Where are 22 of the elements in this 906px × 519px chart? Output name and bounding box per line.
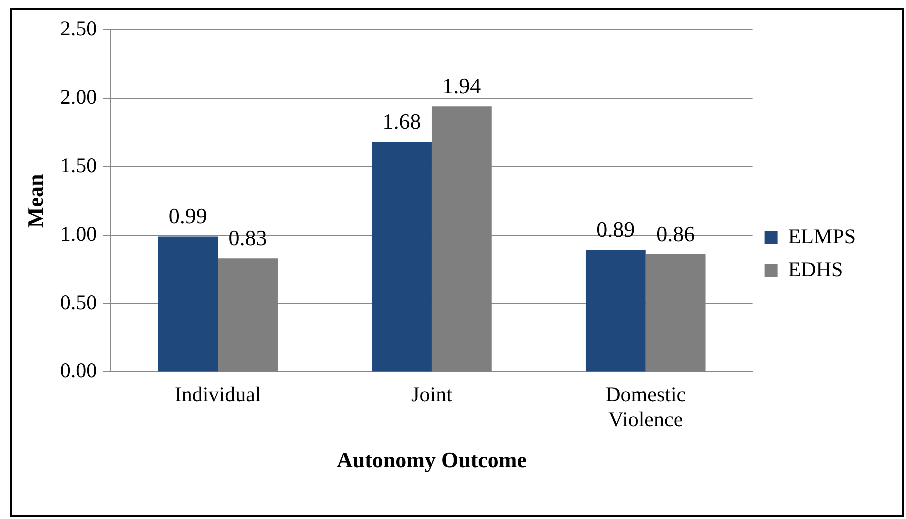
data-label: 0.99 [168,203,208,228]
x-tick-label: Joint [412,382,453,406]
data-label: 0.89 [596,217,636,242]
x-tick-label: Domestic Violence [606,382,686,432]
bar [158,236,218,372]
x-tick-label: Individual [174,382,262,406]
data-label: 1.94 [442,73,482,98]
y-tick-label: 2.00 [60,84,98,109]
legend-label: EDHS [788,258,844,282]
data-label: 0.83 [228,225,268,250]
y-tick-label: 2.50 [60,16,98,41]
data-label: 0.86 [656,221,696,246]
data-label: 1.68 [382,109,422,134]
y-tick-label: 0.00 [60,358,98,383]
bar [586,250,646,372]
y-tick-label: 1.50 [60,153,98,178]
y-tick-label: 0.50 [60,290,98,314]
y-tick-label: 1.00 [60,222,98,246]
bar [372,142,432,372]
y-axis-title: Mean [22,174,48,228]
x-axis-title: Autonomy Outcome [336,447,528,472]
legend-label: ELMPS [788,224,856,249]
